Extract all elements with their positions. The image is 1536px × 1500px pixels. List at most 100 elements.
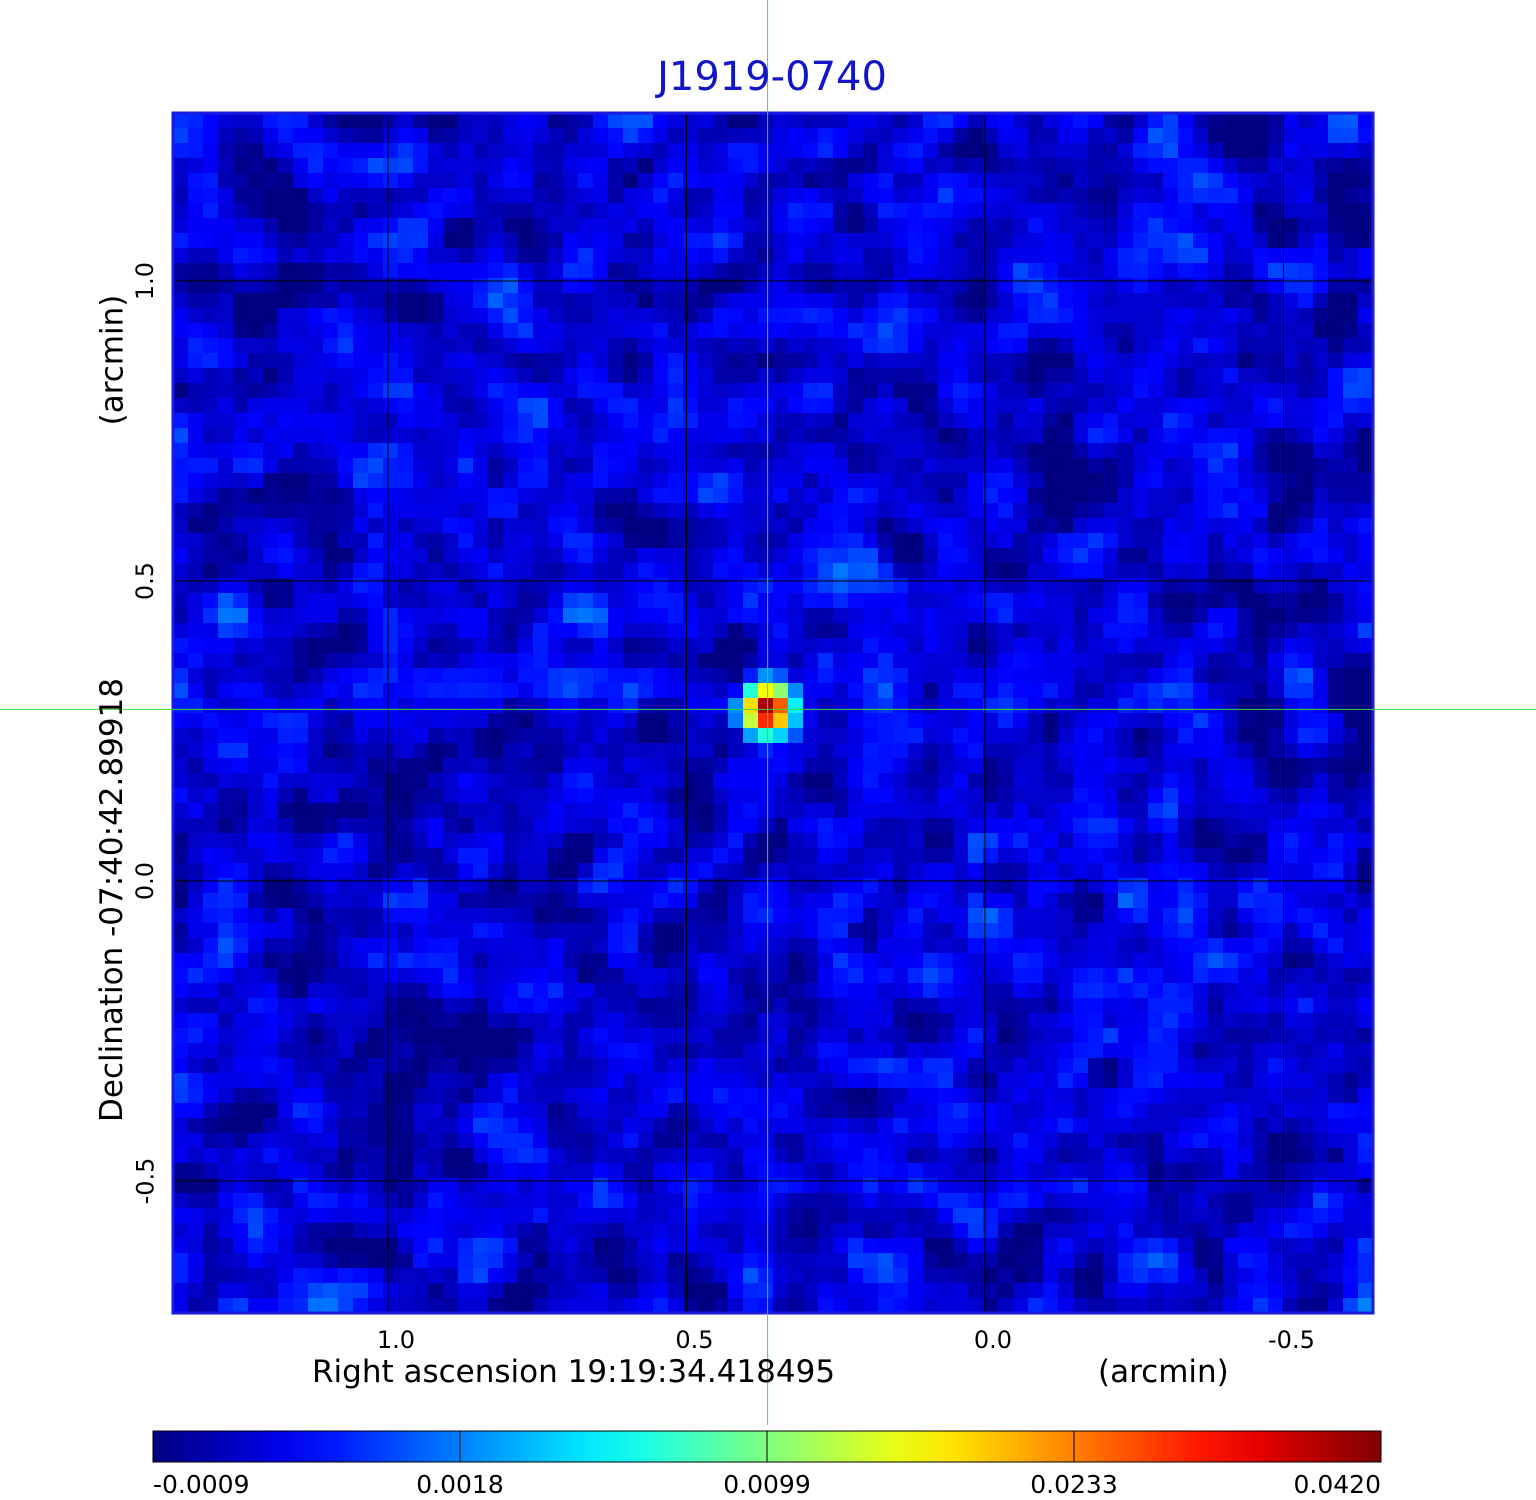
heatmap-cell [578,338,594,354]
heatmap-cell [818,533,834,549]
heatmap-cell [383,983,399,999]
heatmap-cell [818,218,834,234]
heatmap-cell [1208,818,1224,834]
heatmap-cell [623,428,639,444]
heatmap-cell [1088,683,1104,699]
heatmap-cell [818,458,834,474]
heatmap-cell [653,503,669,519]
heatmap-cell [1058,863,1074,879]
heatmap-cell [968,548,984,564]
heatmap-cell [383,848,399,864]
heatmap-cell [1013,878,1029,894]
heatmap-cell [533,968,549,984]
heatmap-cell [863,923,879,939]
heatmap-cell [428,473,444,489]
heatmap-cell [728,653,744,669]
heatmap-cell [548,998,564,1014]
heatmap-cell [728,728,744,744]
heatmap-cell [923,233,939,249]
heatmap-cell [938,128,954,144]
heatmap-cell [1043,368,1059,384]
heatmap-cell [803,173,819,189]
heatmap-cell [743,698,759,714]
heatmap-cell [638,488,654,504]
heatmap-cell [623,593,639,609]
heatmap-cell [983,623,999,639]
heatmap-cell [998,488,1014,504]
heatmap-cell [878,368,894,384]
heatmap-cell [1238,923,1254,939]
heatmap-cell [173,908,189,924]
heatmap-cell [1208,263,1224,279]
heatmap-cell [1283,308,1299,324]
heatmap-cell [1343,128,1359,144]
heatmap-cell [938,113,954,129]
heatmap-cell [698,398,714,414]
heatmap-cell [338,893,354,909]
heatmap-cell [803,398,819,414]
heatmap-cell [878,548,894,564]
heatmap-cell [218,638,234,654]
heatmap-cell [848,1028,864,1044]
heatmap-cell [623,233,639,249]
heatmap-cell [743,998,759,1014]
heatmap-cell [338,983,354,999]
heatmap-cell [1298,458,1314,474]
heatmap-cell [1313,188,1329,204]
heatmap-cell [443,563,459,579]
heatmap-cell [578,713,594,729]
heatmap-cell [173,773,189,789]
heatmap-cell [1358,638,1374,654]
heatmap-cell [368,833,384,849]
heatmap-cell [1208,938,1224,954]
heatmap-cell [638,638,654,654]
heatmap-cell [1298,293,1314,309]
heatmap-cell [1118,683,1134,699]
heatmap-cell [1313,998,1329,1014]
heatmap-cell [203,878,219,894]
heatmap-cell [563,143,579,159]
heatmap-cell [518,353,534,369]
heatmap-cell [308,548,324,564]
heatmap-cell [488,428,504,444]
heatmap-cell [1208,848,1224,864]
heatmap-cell [203,908,219,924]
heatmap-cell [983,923,999,939]
heatmap-cell [653,368,669,384]
heatmap-cell [1343,323,1359,339]
heatmap-cell [473,788,489,804]
heatmap-cell [1313,518,1329,534]
heatmap-cell [1193,158,1209,174]
heatmap-cell [1298,728,1314,744]
heatmap-cell [1043,713,1059,729]
heatmap-cell [998,878,1014,894]
heatmap-cell [188,218,204,234]
heatmap-cell [248,563,264,579]
heatmap-cell [788,188,804,204]
heatmap-cell [893,188,909,204]
heatmap-cell [533,848,549,864]
heatmap-cell [953,863,969,879]
heatmap-cell [998,683,1014,699]
heatmap-cell [218,308,234,324]
heatmap-cell [1043,863,1059,879]
heatmap-cell [503,803,519,819]
heatmap-cell [383,128,399,144]
heatmap-cell [818,593,834,609]
heatmap-cell [953,728,969,744]
heatmap-cell [293,998,309,1014]
heatmap-cell [338,533,354,549]
heatmap-cell [1028,278,1044,294]
heatmap-cell [848,353,864,369]
heatmap-cell [1118,263,1134,279]
heatmap-cell [353,383,369,399]
heatmap-cell [1133,788,1149,804]
heatmap-cell [818,143,834,159]
heatmap-cell [593,218,609,234]
heatmap-cell [488,143,504,159]
heatmap-cell [428,368,444,384]
heatmap-cell [1268,173,1284,189]
heatmap-cell [818,893,834,909]
heatmap-cell [443,788,459,804]
heatmap-cell [1118,383,1134,399]
